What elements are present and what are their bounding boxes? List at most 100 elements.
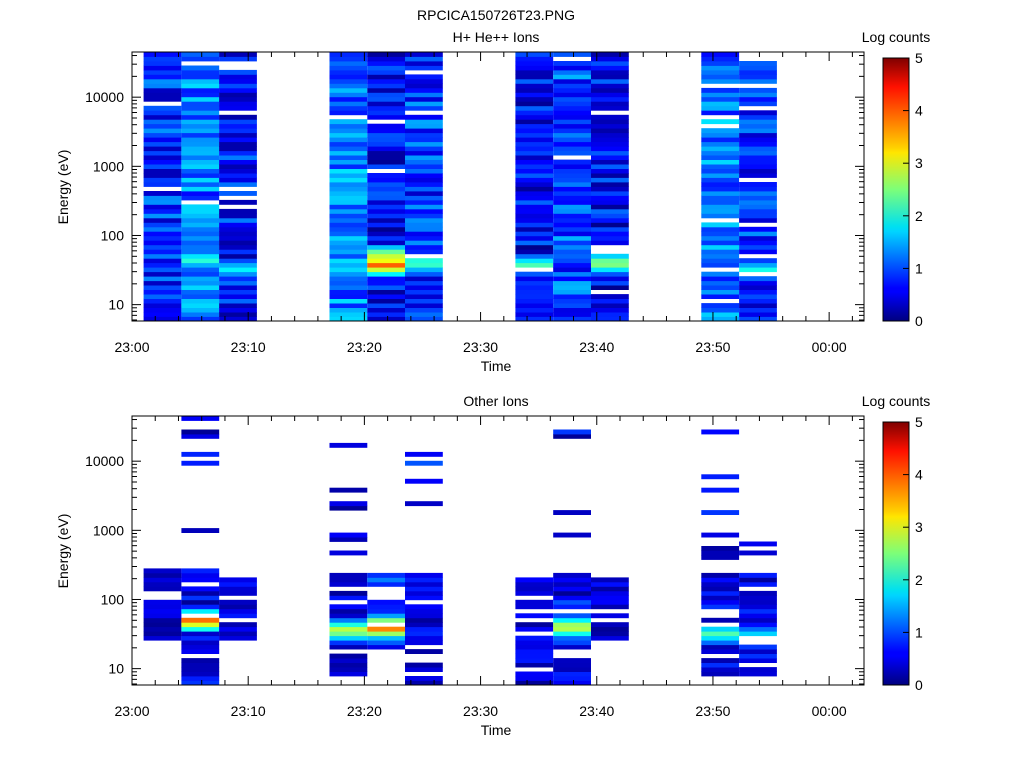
spectrogram-cell bbox=[591, 285, 629, 290]
spectrogram-cell bbox=[591, 78, 629, 84]
spectrogram-cell bbox=[143, 599, 182, 605]
spectrogram-cell bbox=[143, 105, 182, 111]
spectrogram-cell bbox=[553, 146, 591, 152]
spectrogram-cell bbox=[181, 128, 220, 134]
spectrogram-cell bbox=[329, 604, 368, 610]
spectrogram-cell bbox=[181, 604, 220, 610]
spectrogram-cell bbox=[405, 96, 443, 102]
colorbar-tick-label: 0 bbox=[915, 313, 923, 329]
spectrogram-cell bbox=[739, 186, 777, 192]
spectrogram-cell bbox=[591, 146, 629, 152]
spectrogram-cell bbox=[701, 141, 740, 147]
spectrogram-cell bbox=[515, 83, 554, 89]
spectrogram-cell bbox=[181, 568, 220, 574]
spectrogram-cell bbox=[181, 159, 220, 165]
spectrogram-cell bbox=[143, 604, 182, 610]
spectrogram-cell bbox=[405, 213, 443, 219]
spectrogram-cell bbox=[739, 182, 777, 187]
spectrogram-cell bbox=[591, 74, 629, 80]
spectrogram-cell bbox=[181, 146, 220, 152]
spectrogram-cell bbox=[591, 231, 629, 237]
spectrogram-cell bbox=[701, 671, 740, 677]
spectrogram-cell bbox=[181, 262, 220, 268]
spectrogram-cell bbox=[405, 590, 443, 596]
spectrogram-cell bbox=[553, 222, 591, 228]
spectrogram-cell bbox=[181, 276, 220, 282]
spectrogram-cell bbox=[591, 132, 629, 138]
spectrogram-cell bbox=[515, 217, 554, 223]
colorbar-gradient bbox=[882, 421, 910, 686]
spectrogram-cell bbox=[553, 74, 591, 80]
spectrogram-cell bbox=[367, 316, 406, 321]
spectrogram-cell bbox=[591, 622, 629, 628]
spectrogram-cell bbox=[405, 289, 443, 295]
spectrogram-cell bbox=[739, 307, 777, 313]
spectrogram-cell bbox=[515, 191, 554, 196]
spectrogram-cell bbox=[739, 208, 777, 214]
spectrogram-cell bbox=[701, 510, 740, 515]
spectrogram-cell bbox=[591, 159, 629, 165]
spectrogram-cell bbox=[701, 662, 740, 668]
spectrogram-cell bbox=[181, 253, 220, 259]
spectrogram-cell bbox=[405, 231, 443, 237]
spectrogram-cell bbox=[405, 316, 443, 321]
x-tick-label: 23:00 bbox=[114, 703, 149, 719]
spectrogram-cell bbox=[739, 65, 777, 71]
spectrogram-cell bbox=[405, 155, 443, 160]
spectrogram-cell bbox=[515, 626, 554, 632]
spectrogram-cell bbox=[329, 222, 368, 228]
spectrogram-cell bbox=[515, 150, 554, 156]
spectrogram-cell bbox=[181, 572, 220, 578]
spectrogram-cell bbox=[739, 61, 777, 66]
spectrogram-cell bbox=[143, 635, 182, 641]
spectrogram-cell bbox=[219, 590, 257, 596]
spectrogram-cell bbox=[143, 52, 182, 57]
spectrogram-cell bbox=[739, 617, 777, 623]
spectrogram-cell bbox=[405, 608, 443, 614]
colorbar-tick-label: 4 bbox=[915, 103, 923, 119]
spectrogram-cell bbox=[591, 186, 629, 192]
spectrogram-cell bbox=[329, 667, 368, 672]
spectrogram-cell bbox=[553, 182, 591, 187]
spectrogram-cell bbox=[143, 177, 182, 183]
spectrogram-cell bbox=[143, 123, 182, 129]
spectrogram-cell bbox=[739, 667, 777, 672]
spectrogram-cell bbox=[515, 307, 554, 313]
spectrogram-cell bbox=[701, 644, 740, 650]
spectrogram-cell bbox=[553, 595, 591, 601]
spectrogram-cell bbox=[515, 298, 554, 304]
spectrogram-cell bbox=[405, 150, 443, 156]
spectrogram-cell bbox=[405, 303, 443, 308]
spectrogram-cell bbox=[515, 644, 554, 650]
panel-title: H+ He++ Ions bbox=[453, 29, 540, 45]
spectrogram-cell bbox=[553, 213, 591, 219]
spectrogram-cell bbox=[181, 78, 220, 84]
spectrogram-cell bbox=[143, 74, 182, 80]
spectrogram-cell bbox=[701, 240, 740, 246]
spectrogram-cell bbox=[515, 581, 554, 587]
spectrogram-cell bbox=[219, 191, 257, 196]
spectrogram-cell bbox=[143, 240, 182, 246]
spectrogram-cell bbox=[143, 182, 182, 187]
spectrogram-cell bbox=[515, 222, 554, 228]
spectrogram-cell bbox=[739, 276, 777, 282]
spectrogram-cell bbox=[739, 199, 777, 205]
spectrogram-cell bbox=[181, 182, 220, 187]
spectrogram-cell bbox=[367, 235, 406, 241]
spectrogram-cell bbox=[219, 586, 257, 592]
spectrogram-cell bbox=[367, 240, 406, 246]
spectrogram-cell bbox=[515, 195, 554, 201]
spectrogram-cell bbox=[739, 119, 777, 125]
spectrogram-cell bbox=[515, 635, 554, 641]
spectrogram-cell bbox=[701, 429, 740, 435]
spectrogram-cell bbox=[553, 235, 591, 241]
spectrogram-cell bbox=[739, 87, 777, 93]
spectrogram-cell bbox=[143, 159, 182, 165]
spectrogram-cell bbox=[553, 294, 591, 299]
spectrogram-cell bbox=[701, 168, 740, 174]
spectrogram-cell bbox=[553, 510, 591, 515]
spectrogram-cell bbox=[591, 141, 629, 147]
spectrogram-cell bbox=[143, 622, 182, 628]
spectrogram-cell bbox=[143, 271, 182, 277]
